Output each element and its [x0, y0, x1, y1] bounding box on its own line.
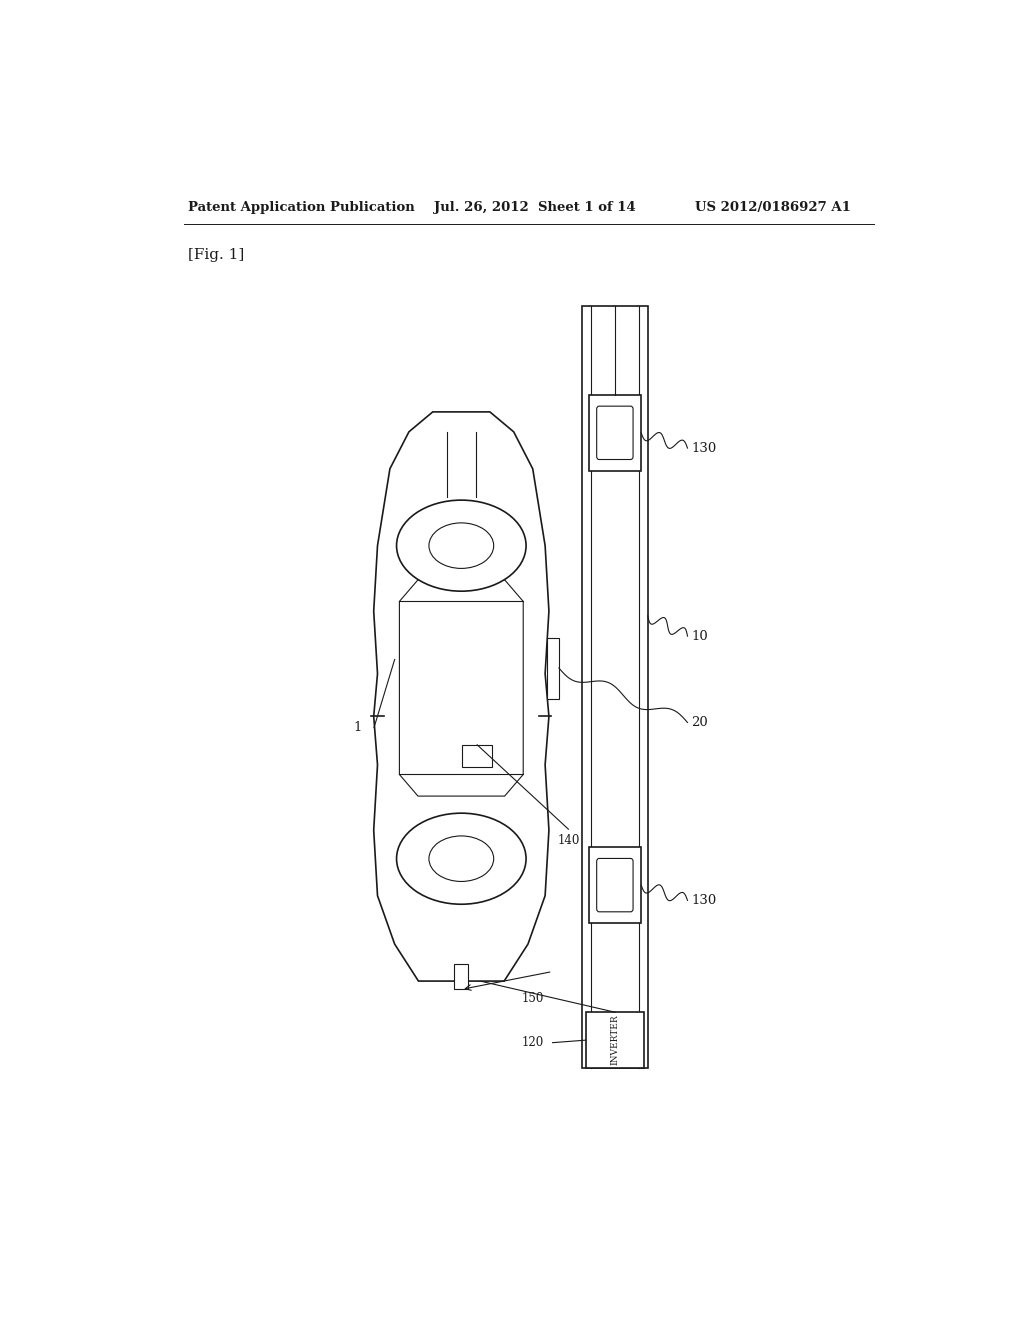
Text: US 2012/0186927 A1: US 2012/0186927 A1 — [695, 201, 851, 214]
Text: 150: 150 — [521, 991, 544, 1005]
Bar — [462, 744, 493, 767]
Text: Patent Application Publication: Patent Application Publication — [187, 201, 415, 214]
Ellipse shape — [429, 836, 494, 882]
Text: 1: 1 — [353, 721, 362, 734]
Text: 20: 20 — [691, 715, 709, 729]
Bar — [586, 1012, 644, 1068]
Bar — [589, 847, 641, 923]
Text: 130: 130 — [691, 894, 717, 907]
Bar — [455, 964, 468, 990]
Bar — [589, 395, 641, 471]
Bar — [547, 638, 559, 698]
Text: 120: 120 — [521, 1036, 544, 1049]
Polygon shape — [374, 412, 549, 981]
Ellipse shape — [396, 500, 526, 591]
Text: Jul. 26, 2012  Sheet 1 of 14: Jul. 26, 2012 Sheet 1 of 14 — [433, 201, 635, 214]
FancyBboxPatch shape — [597, 407, 633, 459]
FancyBboxPatch shape — [597, 858, 633, 912]
Ellipse shape — [429, 523, 494, 569]
Text: 130: 130 — [691, 442, 717, 454]
Text: INVERTER: INVERTER — [610, 1015, 620, 1065]
Text: 10: 10 — [691, 630, 709, 643]
Ellipse shape — [396, 813, 526, 904]
Bar — [582, 306, 648, 1068]
Text: 140: 140 — [557, 834, 580, 847]
Text: [Fig. 1]: [Fig. 1] — [187, 248, 244, 261]
Polygon shape — [399, 579, 523, 796]
